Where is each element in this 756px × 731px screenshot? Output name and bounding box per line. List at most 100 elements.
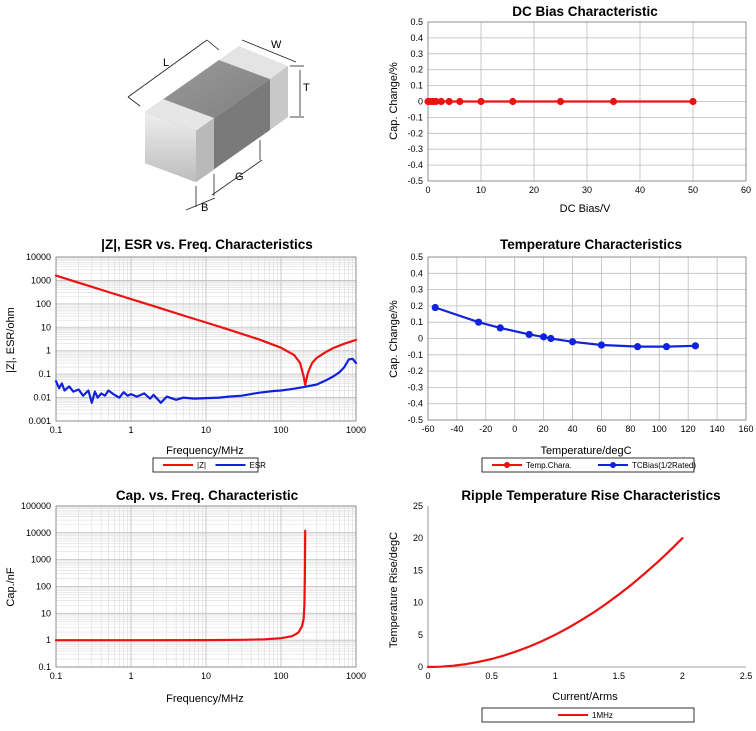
y-tick-label: 0.1 <box>38 369 51 379</box>
y-tick-label: 20 <box>413 533 423 543</box>
chart-capfreq: 0.1 1 10 100 1000 0.1 1 10 100 1000 10000 100000 Cap… <box>5 488 366 705</box>
chart-title: Cap. vs. Freq. Characteristic <box>116 488 299 503</box>
plot-frame <box>427 256 747 421</box>
data-point <box>477 97 485 106</box>
x-tick-label: 10 <box>201 425 211 435</box>
x-tick-label: 10 <box>201 671 211 681</box>
dim-label-width: W <box>271 39 282 51</box>
y-tick-label: 15 <box>413 565 423 575</box>
plot-frame <box>55 505 357 668</box>
x-tick-label: 40 <box>635 185 645 195</box>
legend-label: |Z| <box>197 461 206 470</box>
y-tick-label: 100000 <box>21 501 51 511</box>
y-tick-label: 0.5 <box>410 17 423 27</box>
x-tick-label: 2.5 <box>740 671 753 681</box>
dim-label-gap: G <box>235 171 244 183</box>
y-tick-label: -0.1 <box>407 350 423 360</box>
y-axis-label: Cap. Change/% <box>388 300 400 378</box>
chart-title: Ripple Temperature Rise Characteristics <box>461 488 720 503</box>
data-point <box>509 97 517 106</box>
legend-box <box>481 457 695 473</box>
x-tick-label: 0.1 <box>50 425 63 435</box>
y-tick-label: 0.3 <box>410 285 423 295</box>
y-tick-label: 0.5 <box>410 252 423 262</box>
legend: Temp.Chara. TCBias(1/2Rated) <box>481 457 696 473</box>
y-tick-label: -0.3 <box>407 382 423 392</box>
chart-title: DC Bias Characteristic <box>512 4 658 19</box>
y-axis-label: Temperature Rise/degC <box>388 532 400 648</box>
legend-marker <box>504 462 510 468</box>
legend-label: 1MHz <box>592 711 613 720</box>
series-line-1MHz <box>426 537 684 669</box>
y-tick-label: 10 <box>41 608 51 618</box>
y-tick-label: 0.001 <box>28 416 51 426</box>
data-point <box>496 324 504 332</box>
x-axis-label: Frequency/MHz <box>166 693 244 705</box>
y-tick-label: 100 <box>36 299 51 309</box>
y-tick-label: 10000 <box>26 528 51 538</box>
x-tick-label: 160 <box>738 424 753 434</box>
y-tick-label: 0.1 <box>38 662 51 672</box>
x-tick-label: 100 <box>652 424 667 434</box>
x-tick-label: 100 <box>273 671 288 681</box>
x-tick-label: 0.5 <box>485 671 498 681</box>
x-axis-label: DC Bias/V <box>560 203 611 215</box>
data-point <box>662 343 671 351</box>
data-point <box>556 97 565 106</box>
chart-ripple: 0 0.5 1 1.5 2 2.5 0 5 10 15 20 25 Ripple Temperature… <box>388 488 753 723</box>
data-point <box>609 97 618 106</box>
x-tick-label: 2 <box>680 671 685 681</box>
y-tick-label: 1 <box>46 635 51 645</box>
y-tick-label: -0.5 <box>407 415 423 425</box>
y-tick-label: 10 <box>41 322 51 332</box>
chip-side-face <box>196 79 270 182</box>
y-tick-label: 1000 <box>31 275 51 285</box>
y-tick-label: 0.2 <box>410 301 423 311</box>
terminal-right-side <box>270 66 288 130</box>
chart-temperature: -60 -40 -20 0 20 40 60 80 100 120 140 160 -0.5 -0.4 -0… <box>388 237 754 473</box>
x-tick-label: -60 <box>421 424 434 434</box>
x-tick-label: 50 <box>688 185 698 195</box>
x-tick-label: 0 <box>512 424 517 434</box>
legend-label: ESR <box>250 461 267 470</box>
y-tick-label: 5 <box>418 630 423 640</box>
y-tick-label: -0.3 <box>407 144 423 154</box>
data-point <box>691 342 700 350</box>
y-axis-label: |Z|, ESR/ohm <box>5 307 17 373</box>
y-tick-label: 0 <box>418 334 423 344</box>
data-point <box>633 343 642 351</box>
terminal-right-top <box>219 46 288 79</box>
y-axis-label: Cap./nF <box>5 567 17 606</box>
x-tick-label: 0 <box>425 185 430 195</box>
x-axis-label: Temperature/degC <box>540 445 631 457</box>
x-tick-label: 1000 <box>346 425 366 435</box>
y-tick-label: -0.5 <box>407 176 423 186</box>
data-point <box>445 97 453 106</box>
y-tick-label: -0.4 <box>407 399 423 409</box>
legend: 1MHz <box>481 707 695 723</box>
x-tick-label: 0 <box>425 671 430 681</box>
legend-box <box>152 457 259 473</box>
x-tick-label: 1 <box>128 671 133 681</box>
data-point <box>474 318 483 326</box>
data-point <box>456 97 464 106</box>
terminal-left-side <box>196 118 214 182</box>
chart-impedance: 0.1 1 10 100 1000 0.001 0.01 0.1 1 10 100 1000 10000… <box>5 237 366 473</box>
x-tick-label: 120 <box>681 424 696 434</box>
y-tick-label: 10000 <box>26 252 51 262</box>
data-point <box>431 303 439 312</box>
x-axis-label: Current/Arms <box>552 691 618 703</box>
y-tick-label: 0 <box>418 662 423 672</box>
data-point <box>525 330 533 339</box>
terminal-left-top <box>145 99 214 131</box>
y-tick-label: -0.1 <box>407 112 423 122</box>
series-line-ESR <box>54 357 358 404</box>
data-point <box>540 333 548 341</box>
y-tick-label: 25 <box>413 501 423 511</box>
x-tick-label: 20 <box>529 185 539 195</box>
x-tick-label: 1000 <box>346 671 366 681</box>
x-tick-label: -40 <box>450 424 463 434</box>
x-tick-label: 40 <box>568 424 578 434</box>
y-tick-label: 10 <box>413 598 423 608</box>
legend-marker <box>610 462 616 468</box>
